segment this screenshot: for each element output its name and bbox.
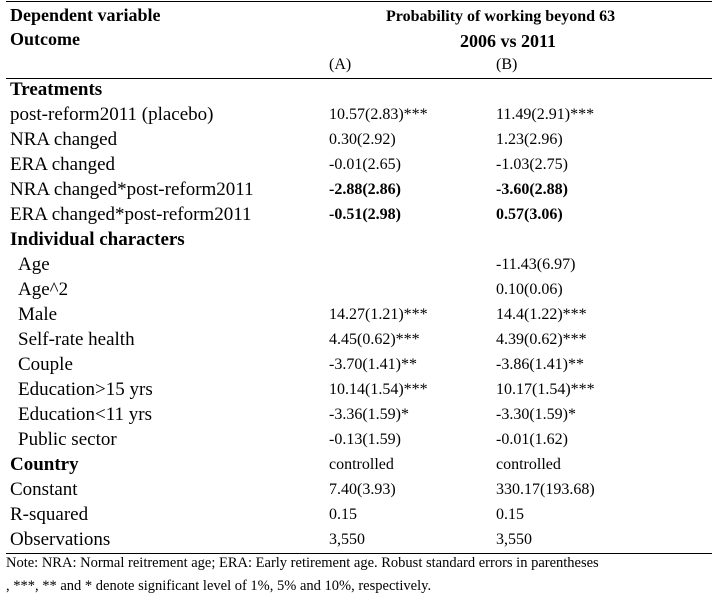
cell-a: controlled [329, 456, 394, 473]
cell-b: -3.60(2.88) [496, 181, 568, 198]
cell-a: 0.15 [329, 506, 357, 523]
cell-b: -3.86(1.41)** [496, 356, 584, 373]
row-label: NRA changed*post-reform2011 [10, 179, 254, 200]
cell-b: 1.23(2.96) [496, 131, 563, 148]
row-label: Self-rate health [18, 329, 135, 350]
cell-b: 3,550 [496, 531, 532, 548]
cell-b: 330.17(193.68) [496, 481, 595, 498]
cell-b: 11.49(2.91)*** [496, 106, 595, 123]
cell-a: 0.30(2.92) [329, 131, 396, 148]
cell-a: -0.01(2.65) [329, 156, 401, 173]
row-label: Age [18, 254, 50, 275]
cell-b: controlled [496, 456, 561, 473]
row-label: ERA changed*post-reform2011 [10, 204, 252, 225]
table-title: Probability of working beyond 63 [386, 8, 616, 25]
row-label: Male [18, 304, 58, 325]
table-note-line-1: Note: NRA: Normal reitrement age; ERA: E… [6, 555, 599, 571]
bottom-rule [6, 553, 712, 554]
header-rule [6, 78, 712, 79]
cell-b: -0.01(1.62) [496, 431, 568, 448]
section-treatments: Treatments [10, 79, 103, 100]
cell-a: 10.57(2.83)*** [329, 106, 428, 123]
cell-a: -0.51(2.98) [329, 206, 401, 223]
row-label: Age^2 [18, 279, 69, 300]
cell-b: 0.57(3.06) [496, 206, 563, 223]
cell-a: 7.40(3.93) [329, 481, 396, 498]
cell-b: -1.03(2.75) [496, 156, 568, 173]
dependent-variable-label: Dependent variable [10, 5, 161, 25]
top-rule [6, 1, 712, 2]
row-label: ERA changed [10, 154, 116, 175]
row-label: R-squared [10, 504, 89, 525]
outcome-label: Outcome [10, 29, 80, 49]
cell-b: 0.15 [496, 506, 524, 523]
cell-a: 3,550 [329, 531, 365, 548]
section-individual-characters: Individual characters [10, 229, 185, 250]
row-label: Constant [10, 479, 78, 500]
cell-b: -3.30(1.59)* [496, 406, 576, 423]
row-label: Observations [10, 529, 111, 550]
cell-b: 4.39(0.62)*** [496, 331, 587, 348]
cell-a: -2.88(2.86) [329, 181, 401, 198]
row-label: Education>15 yrs [18, 379, 153, 400]
section-country: Country [10, 454, 79, 475]
column-header-a: (A) [329, 56, 352, 73]
cell-a: 4.45(0.62)*** [329, 331, 420, 348]
cell-a: 14.27(1.21)*** [329, 306, 428, 323]
cell-b: 10.17(1.54)*** [496, 381, 595, 398]
row-label: post-reform2011 (placebo) [10, 104, 214, 125]
table-subtitle: 2006 vs 2011 [460, 31, 557, 51]
row-label: Education<11 yrs [18, 404, 153, 425]
cell-a: -3.70(1.41)** [329, 356, 417, 373]
row-label: Couple [18, 354, 73, 375]
cell-b: 0.10(0.06) [496, 281, 563, 298]
cell-a: -3.36(1.59)* [329, 406, 409, 423]
row-label: NRA changed [10, 129, 118, 150]
table-note-line-2: , ***, ** and * denote significant level… [6, 578, 432, 594]
cell-b: -11.43(6.97) [496, 256, 576, 273]
cell-a: 10.14(1.54)*** [329, 381, 428, 398]
column-header-b: (B) [496, 56, 518, 73]
row-label: Public sector [18, 429, 117, 450]
cell-b: 14.4(1.22)*** [496, 306, 587, 323]
cell-a: -0.13(1.59) [329, 431, 401, 448]
